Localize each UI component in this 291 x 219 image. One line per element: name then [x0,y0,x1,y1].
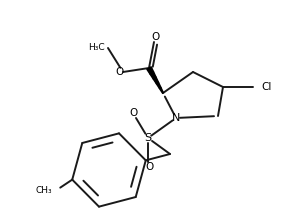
Text: H₃C: H₃C [88,42,105,51]
Text: O: O [151,32,159,42]
Text: CH₃: CH₃ [36,186,52,195]
Text: N: N [172,113,180,123]
Text: S: S [144,133,152,143]
Text: O: O [116,67,124,77]
Polygon shape [147,67,164,93]
Text: O: O [146,162,154,172]
Text: O: O [130,108,138,118]
Text: Cl: Cl [261,82,272,92]
